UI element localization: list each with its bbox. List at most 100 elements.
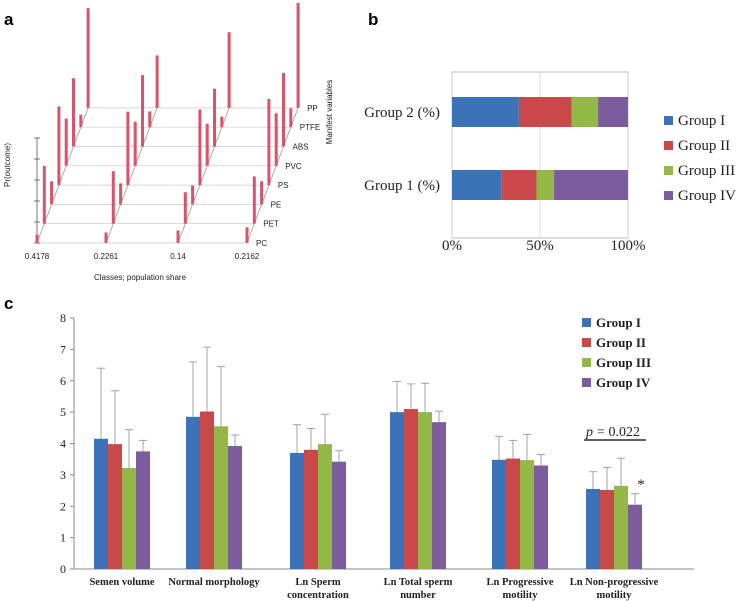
panel-c-legend-label-group-iv: Group IV xyxy=(596,375,651,390)
panel-c-legend-swatch-group-ii xyxy=(582,338,591,347)
panel-c-legend-label-group-i: Group I xyxy=(596,315,641,330)
panel-b-category-group-1: Group 1 (%) xyxy=(364,178,440,194)
panel-a-xlabel: Classes; population share xyxy=(94,273,187,282)
panel-c-bar-group-iii xyxy=(318,444,332,569)
panel-c-bar-group-iv xyxy=(136,451,150,569)
panel-a-point xyxy=(35,238,39,242)
panel-b-chart: Group 1 (%)Group 2 (%)0% 50% 100% Group IG… xyxy=(325,71,736,254)
panel-a-point xyxy=(64,161,68,165)
panel-c-bar-group-i xyxy=(492,459,506,569)
panel-c-ytick-label: 8 xyxy=(60,311,66,325)
panel-a-point xyxy=(267,180,271,184)
panel-c-bar-group-i xyxy=(586,488,600,569)
panel-a-point xyxy=(104,238,108,242)
panel-b-labels: Group 1 (%) Group 2 (%) 0% 50% 100% xyxy=(364,105,645,254)
panel-b-segment-group-i xyxy=(452,97,519,127)
panel-c-category-normal-morphology: Normal morphology xyxy=(168,577,260,588)
panel-a-point xyxy=(282,142,285,145)
panel-b-legend-label-group-i: Group I xyxy=(678,113,725,129)
significance-asterisk: * xyxy=(637,477,645,493)
panel-c-legend-swatch-group-iv xyxy=(582,378,591,387)
panel-b-ylabel: Manifest variables xyxy=(325,80,334,144)
panel-c-category-ln-total-sperm-number: Ln Total sperm number xyxy=(384,577,453,601)
panel-a-point xyxy=(252,219,256,223)
panel-c-ytick-label: 4 xyxy=(60,437,66,451)
panel-c-bar-group-iv xyxy=(332,461,346,569)
panel-c-bar-group-i xyxy=(94,438,108,569)
panel-c-legend-label-group-iii: Group III xyxy=(596,355,651,370)
panel-a-share-label: 0.4178 xyxy=(25,252,50,261)
panel-b-legend-label-group-ii: Group II xyxy=(678,138,730,154)
panel-c-bar-group-iii xyxy=(614,485,628,569)
panel-a-chart: 0.4178 0.2261 0.14 0.2162 PC PET PE PS PVC ABS PTF… xyxy=(3,2,320,282)
panel-c-p-annotation: p = 0.022 * xyxy=(584,425,646,493)
panel-c-bar-group-i xyxy=(390,412,404,569)
panel-a-labels: 0.4178 0.2261 0.14 0.2162 PC PET PE PS PVC ABS PTF… xyxy=(25,104,320,261)
panel-a-point xyxy=(296,103,300,107)
panel-c-bar-group-iii xyxy=(520,460,534,569)
panel-a-share-label: 0.2162 xyxy=(235,252,260,261)
panel-a-point xyxy=(42,219,46,223)
panel-a-point xyxy=(50,200,53,203)
panel-a-share-label: 0.14 xyxy=(170,252,186,261)
panel-b-segment-group-iv xyxy=(598,97,628,127)
panel-c-bar-group-i xyxy=(186,416,200,569)
panel-b-xtick: 50% xyxy=(526,238,554,254)
panel-c-ytick-label: 1 xyxy=(60,531,66,545)
panel-a-point xyxy=(213,142,216,145)
panel-c-ytick-label: 7 xyxy=(60,342,66,356)
panel-b-xtick: 100% xyxy=(611,238,646,254)
panel-c-legend-label-group-ii: Group II xyxy=(596,335,646,350)
panel-c-category-ln-progressive-motility: Ln Progressive motility xyxy=(487,577,554,601)
panel-a-outcome-ps: PS xyxy=(278,181,289,190)
panel-a-point xyxy=(260,200,263,203)
panel-a-letter: a xyxy=(4,10,14,29)
panel-a-outcome-pp: PP xyxy=(307,104,318,113)
panel-b-legend-swatch-group-iv xyxy=(664,191,673,200)
panel-c-bar-group-iii xyxy=(214,426,228,569)
panel-c-chart: 0 1 2 3 4 5 6 7 8 Semen volume Normal morphology L… xyxy=(60,311,694,601)
panel-c-bar-group-i xyxy=(290,452,304,569)
panel-a-outcome-ptfe: PTFE xyxy=(300,123,320,132)
panel-a-point xyxy=(57,180,61,184)
panel-a-point xyxy=(79,122,83,126)
panel-c-legend-swatch-group-iii xyxy=(582,358,591,367)
panel-a-point xyxy=(148,122,152,126)
panel-c-bar-group-ii xyxy=(304,449,318,569)
panel-b-legend-label-group-iv: Group IV xyxy=(678,188,736,204)
panel-b-legend-swatch-group-ii xyxy=(664,141,673,150)
panel-a-point xyxy=(205,161,209,165)
panel-c-bar-group-ii xyxy=(200,411,214,569)
panel-a-point xyxy=(111,219,115,223)
panel-c-bar-group-iii xyxy=(418,412,432,569)
panel-a-point xyxy=(119,200,122,203)
panel-a-share-label: 0.2261 xyxy=(94,252,119,261)
panel-a-point xyxy=(191,200,195,203)
panel-b-category-group-2: Group 2 (%) xyxy=(364,105,440,121)
panel-a-point xyxy=(133,161,137,165)
panel-c-bar-group-ii xyxy=(108,444,122,569)
panel-c-category-ln-non-progressive-motility: Ln Non-progressive motility xyxy=(570,577,659,601)
panel-b-legend-swatch-group-iii xyxy=(664,166,673,175)
panel-a-outcome-abs: ABS xyxy=(293,143,309,152)
panel-c-bar-group-iv xyxy=(228,446,242,569)
panel-a-point xyxy=(72,142,75,145)
panel-a-point xyxy=(155,103,159,107)
panel-a-point xyxy=(176,238,180,242)
panel-b-letter: b xyxy=(368,10,378,29)
panel-a-point xyxy=(220,122,224,126)
panel-c-category-semen-volume: Semen volume xyxy=(89,577,154,588)
panel-a-ylabel: Pr(outcome) xyxy=(3,143,12,187)
panel-a-point xyxy=(274,161,278,165)
panel-b-segment-group-iii xyxy=(571,97,599,127)
panel-c-legend-swatch-group-i xyxy=(582,318,591,327)
panel-a-outcome-pet: PET xyxy=(263,220,279,229)
panel-c-legend: Group I Group II Group III Group IV xyxy=(582,315,651,390)
panel-b-segment-group-ii xyxy=(518,97,572,127)
panel-a-point xyxy=(183,219,187,223)
panel-a-point xyxy=(126,180,130,184)
panel-c-bars xyxy=(94,346,642,569)
panel-a-bars xyxy=(35,2,300,243)
panel-c-bar-group-iii xyxy=(122,467,136,569)
panel-c-yticks: 0 1 2 3 4 5 6 7 8 xyxy=(60,311,74,576)
